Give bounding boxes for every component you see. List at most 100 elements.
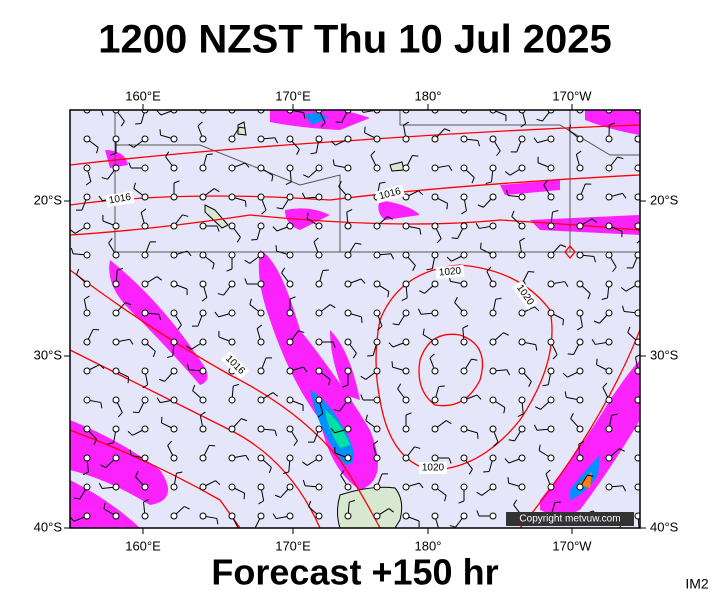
wind-barb-feather [652,461,653,467]
station [142,368,148,374]
station [171,397,177,403]
station [316,397,322,403]
station [548,281,554,287]
station [316,368,322,374]
title: 1200 NZST Thu 10 Jul 2025 [98,18,612,62]
station [577,484,583,490]
station [200,513,206,519]
station [287,194,293,200]
wind-barb-feather [652,168,654,174]
station [258,136,264,142]
station [142,223,148,229]
station [316,281,322,287]
station [287,339,293,345]
station [258,281,264,287]
wind-barb-feather [476,103,481,107]
station [577,310,583,316]
station [548,194,554,200]
station [113,484,119,490]
isobar-label: 1020 [438,266,462,279]
station [229,310,235,316]
station [403,368,409,374]
station [490,339,496,345]
station [606,455,612,461]
station [606,339,612,345]
station [113,310,119,316]
station [316,252,322,258]
station [403,397,409,403]
station [113,281,119,287]
wind-barb [638,97,642,110]
station [200,368,206,374]
station [490,252,496,258]
station [403,281,409,287]
station [374,397,380,403]
station [606,310,612,316]
station [374,310,380,316]
station [461,252,467,258]
station [142,136,148,142]
station [84,484,90,490]
station [432,281,438,287]
station [374,484,380,490]
station [200,484,206,490]
station [287,165,293,171]
station [432,455,438,461]
station [345,194,351,200]
station [229,223,235,229]
station [577,397,583,403]
wind-barb-feather [647,206,649,212]
station [142,484,148,490]
station [461,426,467,432]
station [113,165,119,171]
wind-barb-feather [564,104,566,110]
wind-barb-feather [245,201,246,207]
station [403,426,409,432]
station [200,397,206,403]
station [200,339,206,345]
station [84,136,90,142]
wind-barb-feather [452,238,458,239]
left-lat-label: 30°S [34,347,63,362]
station [345,165,351,171]
wind-barb-feather [276,245,277,251]
station [519,339,525,345]
station [229,281,235,287]
wind-barb-feather [434,529,439,533]
station [142,339,148,345]
station [287,252,293,258]
station [316,136,322,142]
station [374,426,380,432]
station [229,339,235,345]
station [200,310,206,316]
station [374,165,380,171]
station [461,223,467,229]
station [113,252,119,258]
station [490,194,496,200]
station [519,397,525,403]
station [171,165,177,171]
wind-barb-feather [191,97,192,103]
wind-barb-feather [160,129,161,135]
station [432,310,438,316]
station [258,339,264,345]
station [84,426,90,432]
station [287,281,293,287]
wind-barb [231,96,232,110]
station [258,484,264,490]
wind-barb-feather [207,154,213,155]
station [432,426,438,432]
wind-barb-feather [392,361,393,367]
station [606,136,612,142]
station [345,397,351,403]
station [287,513,293,519]
station [345,136,351,142]
station [229,165,235,171]
wind-barb-feather [645,497,648,502]
station [374,136,380,142]
station [142,252,148,258]
station [84,455,90,461]
station [171,513,177,519]
station [84,165,90,171]
